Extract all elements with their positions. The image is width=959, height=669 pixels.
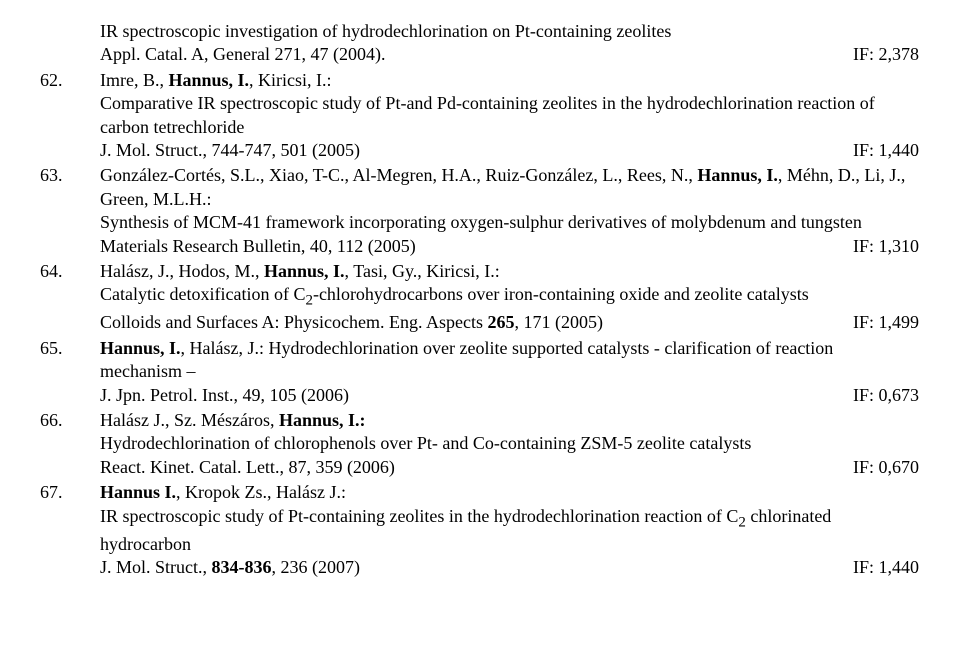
- entry-number: 64.: [40, 260, 100, 335]
- entry-line: J. Jpn. Petrol. Inst., 49, 105 (2006) IF:…: [100, 384, 919, 407]
- impact-factor: IF: 1,440: [833, 139, 919, 162]
- entry-line: Materials Research Bulletin, 40, 112 (20…: [100, 235, 919, 258]
- entry-line: Imre, B., Hannus, I., Kiricsi, I.:: [100, 69, 919, 92]
- entry-body: IR spectroscopic investigation of hydrod…: [100, 20, 919, 67]
- entry-number: 62.: [40, 69, 100, 163]
- impact-factor: IF: 0,670: [833, 456, 919, 479]
- entry-line: Hannus I., Kropok Zs., Halász J.:: [100, 481, 919, 504]
- reference-entry: 62.Imre, B., Hannus, I., Kiricsi, I.:Com…: [40, 69, 919, 163]
- entry-line: React. Kinet. Catal. Lett., 87, 359 (200…: [100, 456, 919, 479]
- entry-line: J. Mol. Struct., 834-836, 236 (2007) IF: …: [100, 556, 919, 579]
- entry-line: Hydrodechlorination of chlorophenols ove…: [100, 432, 919, 455]
- reference-entry: 63.González-Cortés, S.L., Xiao, T-C., Al…: [40, 164, 919, 258]
- reference-entry: 64.Halász, J., Hodos, M., Hannus, I., Ta…: [40, 260, 919, 335]
- entry-number: [40, 20, 100, 67]
- reference-entry: 66.Halász J., Sz. Mészáros, Hannus, I.:H…: [40, 409, 919, 479]
- impact-factor: IF: 2,378: [833, 43, 919, 66]
- citation-text: Appl. Catal. A, General 271, 47 (2004).: [100, 43, 385, 66]
- entry-line: IR spectroscopic study of Pt-containing …: [100, 505, 919, 556]
- impact-factor: IF: 1,499: [833, 311, 919, 334]
- entry-line: Synthesis of MCM-41 framework incorporat…: [100, 211, 919, 234]
- impact-factor: IF: 0,673: [833, 384, 919, 407]
- entry-body: Hannus I., Kropok Zs., Halász J.:IR spec…: [100, 481, 919, 579]
- entry-body: Halász J., Sz. Mészáros, Hannus, I.:Hydr…: [100, 409, 919, 479]
- entry-body: González-Cortés, S.L., Xiao, T-C., Al-Me…: [100, 164, 919, 258]
- impact-factor: IF: 1,310: [833, 235, 919, 258]
- document-body: IR spectroscopic investigation of hydrod…: [40, 20, 919, 579]
- entry-body: Imre, B., Hannus, I., Kiricsi, I.:Compar…: [100, 69, 919, 163]
- citation-text: Materials Research Bulletin, 40, 112 (20…: [100, 235, 416, 258]
- reference-entry: 67.Hannus I., Kropok Zs., Halász J.:IR s…: [40, 481, 919, 579]
- citation-text: J. Mol. Struct., 834-836, 236 (2007): [100, 556, 360, 579]
- entry-line: Appl. Catal. A, General 271, 47 (2004). I…: [100, 43, 919, 66]
- entry-line: Comparative IR spectroscopic study of Pt…: [100, 92, 919, 139]
- citation-text: React. Kinet. Catal. Lett., 87, 359 (200…: [100, 456, 395, 479]
- entry-line: Catalytic detoxification of C2-chlorohyd…: [100, 283, 919, 311]
- entry-line: J. Mol. Struct., 744-747, 501 (2005) IF: …: [100, 139, 919, 162]
- entry-number: 66.: [40, 409, 100, 479]
- entry-line: IR spectroscopic investigation of hydrod…: [100, 20, 919, 43]
- reference-entry: 65.Hannus, I., Halász, J.: Hydrodechlori…: [40, 337, 919, 407]
- entry-number: 63.: [40, 164, 100, 258]
- entry-body: Halász, J., Hodos, M., Hannus, I., Tasi,…: [100, 260, 919, 335]
- entry-body: Hannus, I., Halász, J.: Hydrodechlorinat…: [100, 337, 919, 407]
- entry-line: Hannus, I., Halász, J.: Hydrodechlorinat…: [100, 337, 919, 384]
- reference-entry: IR spectroscopic investigation of hydrod…: [40, 20, 919, 67]
- entry-line: Halász J., Sz. Mészáros, Hannus, I.:: [100, 409, 919, 432]
- citation-text: J. Mol. Struct., 744-747, 501 (2005): [100, 139, 360, 162]
- impact-factor: IF: 1,440: [833, 556, 919, 579]
- entry-number: 65.: [40, 337, 100, 407]
- citation-text: J. Jpn. Petrol. Inst., 49, 105 (2006): [100, 384, 349, 407]
- entry-line: Halász, J., Hodos, M., Hannus, I., Tasi,…: [100, 260, 919, 283]
- entry-line: Colloids and Surfaces A: Physicochem. En…: [100, 311, 919, 334]
- entry-line: González-Cortés, S.L., Xiao, T-C., Al-Me…: [100, 164, 919, 211]
- entry-number: 67.: [40, 481, 100, 579]
- citation-text: Colloids and Surfaces A: Physicochem. En…: [100, 311, 603, 334]
